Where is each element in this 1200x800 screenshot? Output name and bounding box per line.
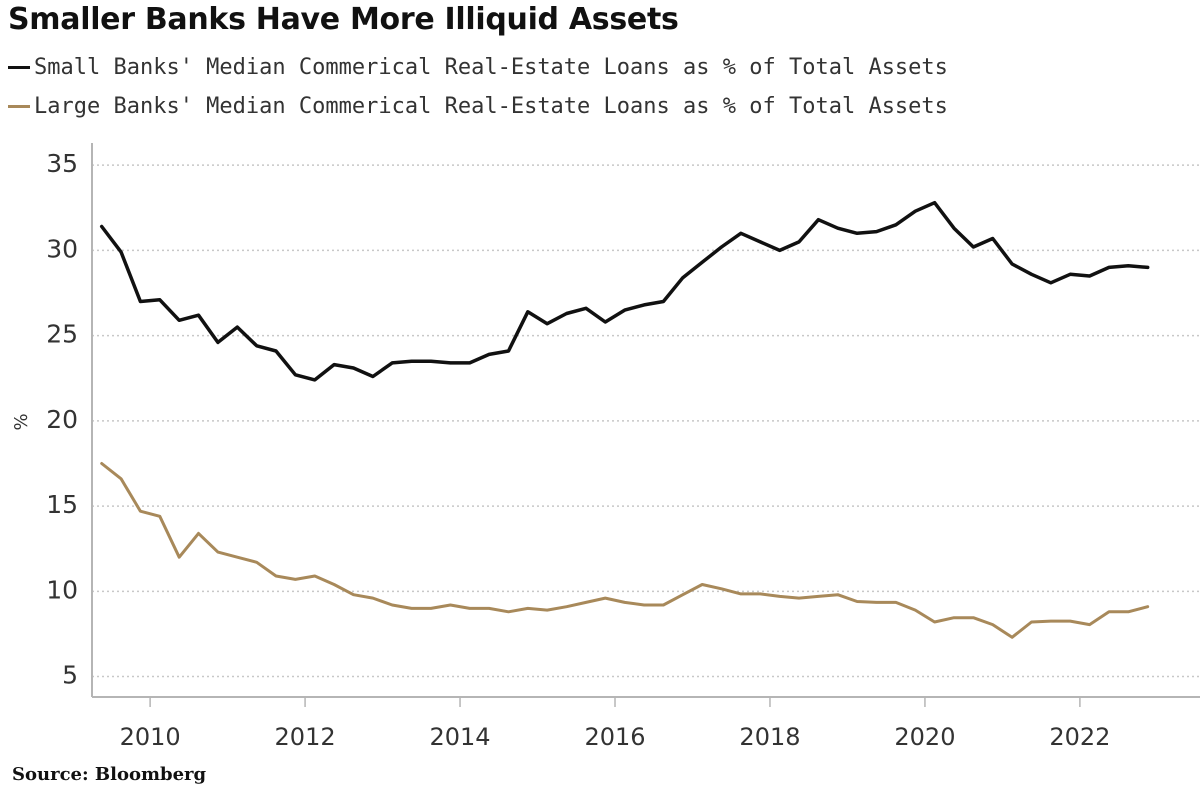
y-tick-label-20: 20 [46, 405, 78, 434]
x-tick-label-2022: 2022 [1049, 723, 1110, 751]
series-line-large-banks [100, 462, 1150, 639]
y-tick-label-25: 25 [46, 320, 78, 349]
x-tick-label-2016: 2016 [584, 723, 645, 751]
y-tick-label-5: 5 [62, 661, 78, 690]
legend-swatch-small-banks [8, 66, 30, 69]
legend-swatch-large-banks [8, 105, 30, 108]
legend-label-large-banks: Large Banks' Median Commerical Real-Esta… [34, 94, 948, 119]
x-tick-label-2018: 2018 [739, 723, 800, 751]
y-tick-label-15: 15 [46, 490, 78, 519]
series-lines [99, 200, 1150, 639]
gridlines [92, 164, 1200, 678]
x-tick-label-2010: 2010 [120, 723, 181, 751]
x-tick-label-2012: 2012 [275, 723, 336, 751]
x-tick-label-2020: 2020 [894, 723, 955, 751]
legend-label-small-banks: Small Banks' Median Commerical Real-Esta… [34, 55, 948, 80]
chart-title: Smaller Banks Have More Illiquid Assets [8, 2, 679, 37]
x-tick-label-2014: 2014 [430, 723, 491, 751]
y-tick-label-30: 30 [46, 234, 78, 263]
source-note: Source: Bloomberg [12, 764, 207, 785]
legend-item-large-banks: Large Banks' Median Commerical Real-Esta… [8, 94, 948, 119]
y-axis-unit-label: % [11, 413, 32, 430]
y-ticks: 5 10 15 20 25 30 35 [46, 149, 78, 689]
y-tick-label-35: 35 [46, 149, 78, 178]
y-tick-label-10: 10 [46, 575, 78, 604]
series-line-small-banks [99, 200, 1150, 382]
legend-item-small-banks: Small Banks' Median Commerical Real-Esta… [8, 55, 948, 80]
x-ticks: 2010 2012 2014 2016 2018 2020 2022 [120, 697, 1110, 751]
